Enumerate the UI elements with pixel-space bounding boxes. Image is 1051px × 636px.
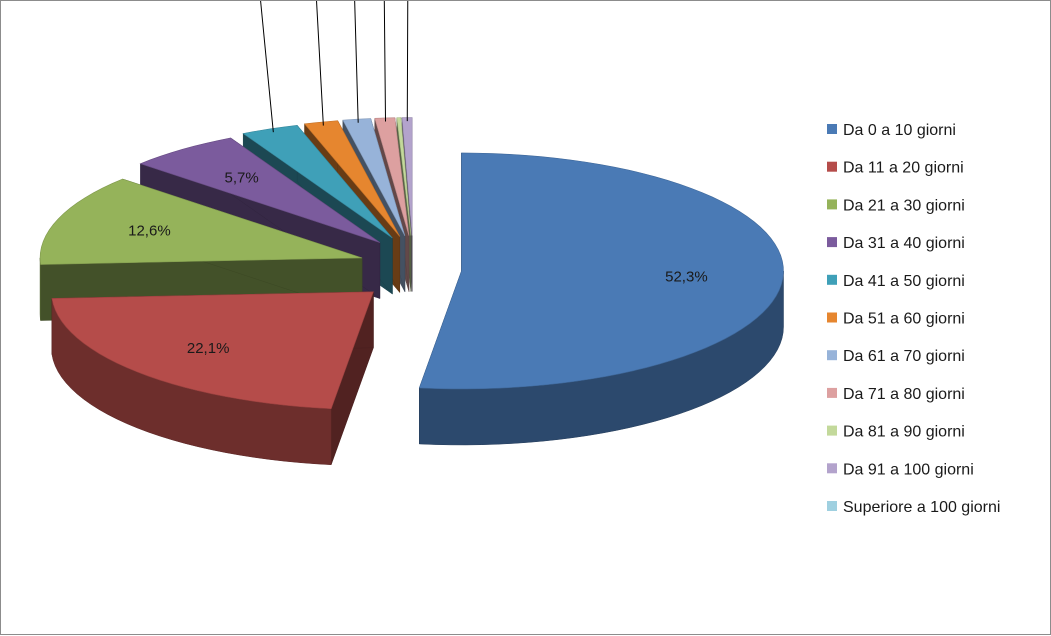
legend-swatch-da-61-a-70-giorni bbox=[827, 350, 837, 361]
legend-swatch-da-21-a-30-giorni bbox=[827, 199, 837, 210]
slice-da-0-a-10-giorni bbox=[418, 152, 784, 390]
slice-rim-da-21-a-30-giorni bbox=[39, 257, 41, 321]
data-label-da-31-a-40-giorni: 5,7% bbox=[225, 169, 259, 186]
data-label-da-11-a-20-giorni: 22,1% bbox=[187, 340, 230, 357]
leader-line-da-91-a-100-giorni bbox=[406, 1, 409, 122]
legend-swatch-da-0-a-10-giorni bbox=[827, 124, 837, 134]
legend-label-da-71-a-80-giorni: Da 71 a 80 giorni bbox=[843, 386, 965, 403]
legend-label-da-0-a-10-giorni: Da 0 a 10 giorni bbox=[843, 122, 956, 139]
legend-label-da-31-a-40-giorni: Da 31 a 40 giorni bbox=[843, 235, 965, 252]
legend-swatch-da-91-a-100-giorni bbox=[827, 463, 837, 474]
legend-label-da-81-a-90-giorni: Da 81 a 90 giorni bbox=[843, 424, 965, 441]
slice-da-11-a-20-giorni bbox=[51, 291, 374, 410]
legend-label-da-91-a-100-giorni: Da 91 a 100 giorni bbox=[843, 461, 974, 478]
legend-swatch-superiore-a-100-giorni bbox=[827, 501, 837, 511]
slice-da-81-a-90-giorni bbox=[396, 117, 412, 236]
slice-da-41-a-50-giorni bbox=[242, 125, 393, 239]
leader-line-da-61-a-70-giorni bbox=[354, 1, 359, 123]
legend-label-da-61-a-70-giorni: Da 61 a 70 giorni bbox=[843, 348, 965, 365]
slice-da-31-a-40-giorni bbox=[139, 137, 381, 243]
slice-da-71-a-80-giorni bbox=[374, 117, 410, 236]
legend-swatch-da-11-a-20-giorni bbox=[827, 161, 837, 172]
legend-label-da-41-a-50-giorni: Da 41 a 50 giorni bbox=[843, 273, 965, 290]
leader-line-da-71-a-80-giorni bbox=[383, 1, 387, 122]
legend-swatch-da-31-a-40-giorni bbox=[827, 237, 837, 248]
legend-swatch-da-41-a-50-giorni bbox=[827, 274, 837, 285]
leader-line-da-41-a-50-giorni bbox=[260, 1, 274, 133]
legend-swatch-da-71-a-80-giorni bbox=[827, 387, 837, 398]
slice-da-51-a-60-giorni bbox=[303, 120, 401, 237]
legend-label-da-21-a-30-giorni: Da 21 a 30 giorni bbox=[843, 197, 965, 214]
legend-swatch-da-81-a-90-giorni bbox=[827, 425, 837, 436]
data-label-da-0-a-10-giorni: 52,3% bbox=[665, 268, 708, 285]
slice-da-61-a-70-giorni bbox=[342, 118, 406, 237]
slice-da-21-a-30-giorni bbox=[39, 178, 363, 265]
legend-swatch-da-51-a-60-giorni bbox=[827, 312, 837, 323]
legend-label-da-11-a-20-giorni: Da 11 a 20 giorni bbox=[843, 160, 964, 177]
legend-label-superiore-a-100-giorni: Superiore a 100 giorni bbox=[843, 499, 1000, 516]
legend-label-da-51-a-60-giorni: Da 51 a 60 giorni bbox=[843, 311, 965, 328]
leader-line-da-51-a-60-giorni bbox=[316, 1, 324, 126]
data-label-da-21-a-30-giorni: 12,6% bbox=[128, 223, 171, 240]
